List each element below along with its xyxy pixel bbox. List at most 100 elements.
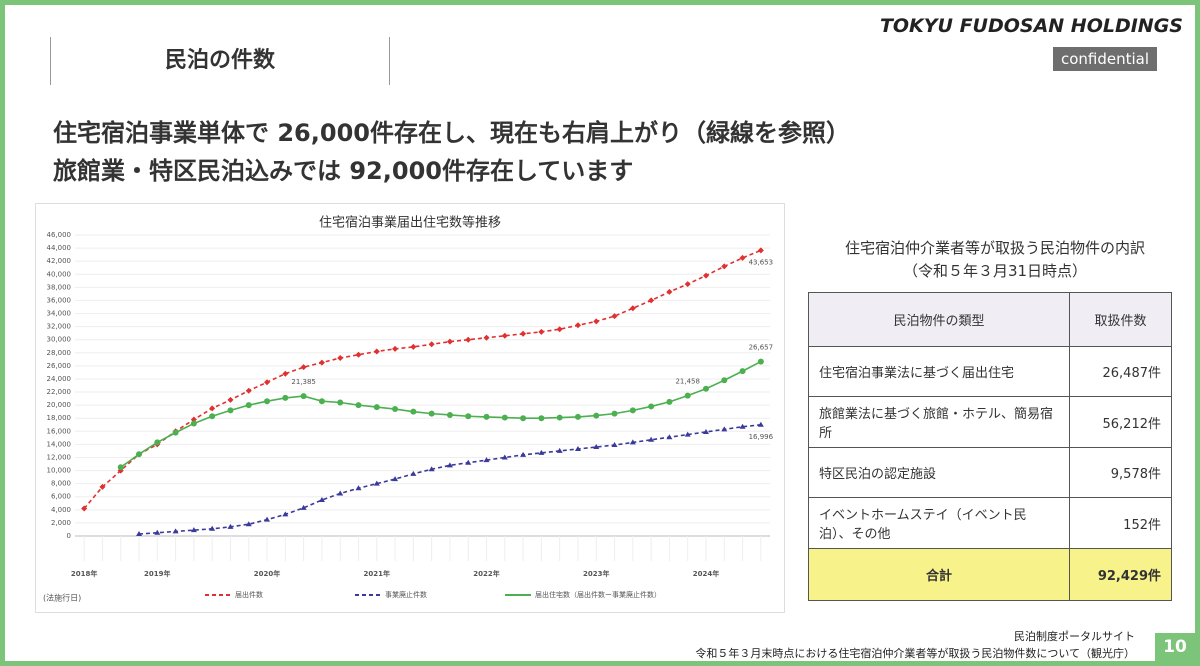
point — [702, 428, 709, 434]
cell: 住宅宿泊事業法に基づく届出住宅 — [808, 346, 1070, 397]
point — [245, 521, 252, 527]
point — [702, 272, 709, 279]
point — [355, 485, 362, 491]
point — [410, 470, 417, 476]
rows: 住宅宿泊事業法に基づく届出住宅 26,487件 旅館業法に基づく旅館・ホテル、簡易宿… — [808, 346, 1172, 549]
y-tick-label: 2,000 — [51, 519, 71, 527]
y-tick-label: 6,000 — [51, 493, 71, 501]
y-tick-label: 12,000 — [47, 453, 72, 461]
point — [264, 398, 271, 405]
cell: 特区民泊の認定施設 — [808, 447, 1070, 498]
y-tick-label: 16,000 — [47, 427, 72, 435]
logo: TOKYU FUDOSAN HOLDINGS — [879, 15, 1183, 37]
y-tick-label: 18,000 — [47, 414, 72, 422]
point — [282, 511, 289, 517]
total-row: 合計 92,429件 — [808, 548, 1172, 601]
point — [154, 529, 161, 535]
y-tick-label: 34,000 — [47, 310, 72, 318]
point — [410, 408, 417, 415]
point — [721, 426, 728, 432]
point — [190, 420, 197, 427]
point — [392, 476, 399, 482]
cell: 56,212件 — [1069, 396, 1172, 448]
chart-frame — [35, 203, 785, 613]
point — [465, 336, 472, 343]
point — [574, 322, 581, 329]
point — [318, 359, 325, 366]
point — [428, 410, 435, 417]
point — [666, 434, 673, 440]
section-title: 民泊の件数 — [50, 37, 390, 85]
point — [392, 345, 399, 352]
point — [648, 436, 655, 442]
row: 旅館業法に基づく旅館・ホテル、簡易宿所 56,212件 — [808, 396, 1172, 448]
point — [538, 449, 545, 455]
point — [556, 414, 563, 421]
point — [172, 429, 179, 436]
year-label: 2019年 — [144, 569, 170, 578]
point — [593, 412, 600, 419]
y-tick-label: 26,000 — [47, 362, 72, 370]
caption-line: 住宅宿泊仲介業者等が取扱う民泊物件の内訳 — [844, 239, 1145, 257]
point — [446, 338, 453, 345]
caption-line: （令和５年３月31日時点） — [902, 262, 1088, 280]
data-label: 16,996 — [749, 433, 774, 441]
headline: 住宅宿泊事業単体で 26,000件存在し、現在も右肩上がり（緑線を参照） — [53, 119, 850, 147]
year-label: 2021年 — [364, 569, 390, 578]
point — [648, 297, 655, 304]
legend-label: 届出件数 — [235, 590, 263, 599]
point — [446, 411, 453, 418]
y-tick-label: 32,000 — [47, 323, 72, 331]
legend-label: 届出住宅数（届出件数ー事業廃止件数） — [535, 590, 661, 599]
point — [373, 348, 380, 355]
point — [337, 399, 344, 406]
point — [264, 516, 271, 522]
chart: 住宅宿泊事業届出住宅数等推移 (法施行日) 0 2,000 4,000 6,000 8,… — [35, 203, 785, 613]
point — [465, 413, 472, 420]
point — [117, 464, 124, 471]
year-label: 2024年 — [693, 569, 719, 578]
point — [355, 402, 362, 409]
point — [593, 318, 600, 325]
point — [483, 334, 490, 341]
legend-label: 事業廃止件数 — [385, 590, 427, 599]
point — [209, 405, 216, 412]
point — [245, 387, 252, 394]
point — [373, 404, 380, 411]
point — [684, 431, 691, 437]
point — [611, 313, 618, 320]
point — [629, 439, 636, 445]
point — [684, 392, 691, 399]
total-label: 合計 — [808, 548, 1070, 601]
page-number: 10 — [1155, 633, 1195, 661]
y-tick-label: 40,000 — [47, 270, 72, 278]
point — [721, 377, 728, 384]
data-label: 26,657 — [749, 344, 774, 352]
cell: 旅館業法に基づく旅館・ホテル、簡易宿所 — [808, 396, 1070, 448]
y-tick-label: 28,000 — [47, 349, 72, 357]
point — [593, 444, 600, 450]
point — [99, 483, 106, 490]
chart-footnote: (法施行日) — [43, 593, 81, 603]
year-label: 2023年 — [583, 569, 609, 578]
point — [520, 415, 527, 422]
y-tick-label: 0 — [67, 532, 71, 540]
point — [574, 413, 581, 420]
row: 住宅宿泊事業法に基づく届出住宅 26,487件 — [808, 346, 1172, 397]
y-tick-label: 36,000 — [47, 296, 72, 304]
data-label: 21,385 — [291, 378, 316, 386]
point — [739, 368, 746, 375]
point — [483, 413, 490, 420]
y-tick-label: 8,000 — [51, 480, 71, 488]
point — [611, 442, 618, 448]
row: イベントホームステイ（イベント民泊）、その他 152件 — [808, 497, 1172, 549]
point — [392, 406, 399, 413]
point — [757, 421, 764, 427]
year-label: 2022年 — [473, 569, 499, 578]
point — [501, 332, 508, 339]
cell: 152件 — [1069, 497, 1172, 549]
series-line — [120, 360, 762, 468]
point — [190, 527, 197, 533]
point — [410, 343, 417, 350]
